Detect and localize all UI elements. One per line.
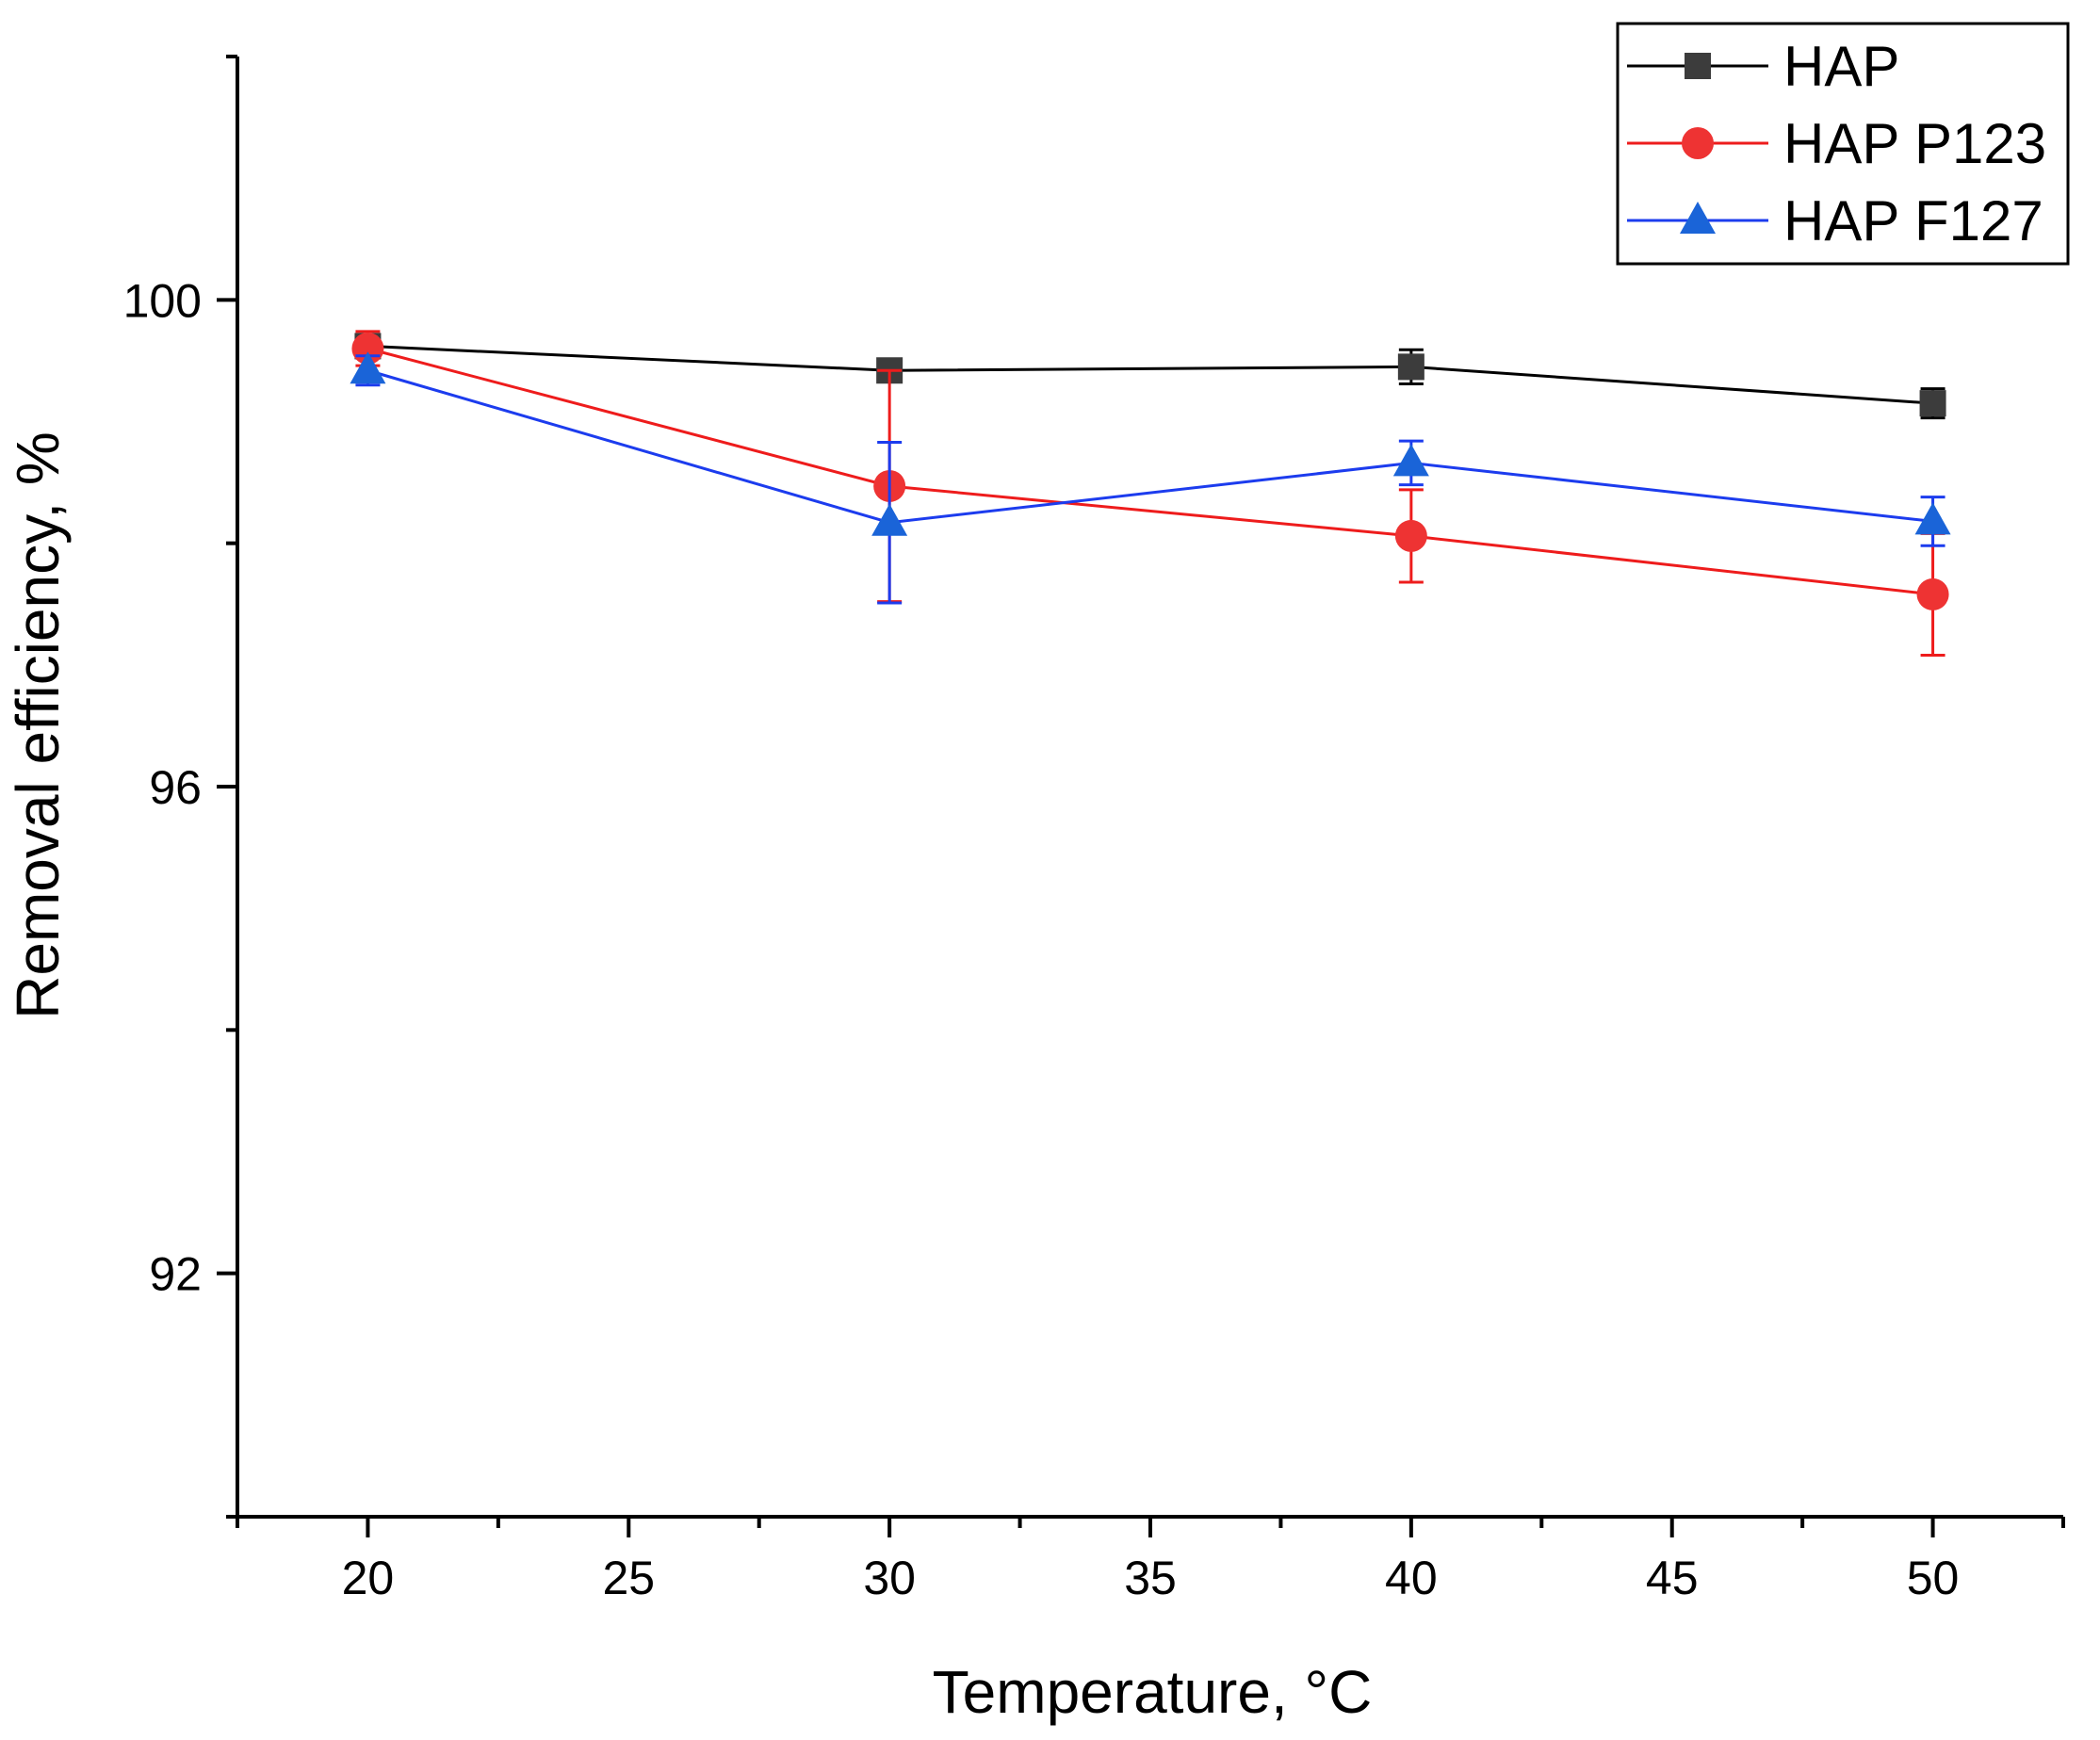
data-point-hap-f127 [1914, 502, 1951, 535]
legend-label-hap-f127: HAP F127 [1783, 189, 2043, 252]
legend-marker-hap [1685, 53, 1711, 79]
x-tick-label: 40 [1385, 1552, 1438, 1604]
y-tick-label: 100 [123, 274, 202, 327]
x-tick-label: 50 [1907, 1552, 1960, 1604]
x-axis-title: Temperature, °C [933, 1658, 1373, 1726]
series-line-hap-f127 [367, 368, 1933, 525]
series-line-hap-p123 [367, 347, 1933, 596]
data-point-hap [1919, 390, 1946, 417]
data-point-hap-f127 [1392, 444, 1429, 477]
legend: HAP HAP P123 HAP F127 [1616, 22, 2070, 266]
x-tick-label: 30 [863, 1552, 916, 1604]
y-tick-label: 92 [149, 1248, 202, 1301]
legend-label-hap: HAP [1783, 35, 1899, 98]
x-tick-label: 45 [1646, 1552, 1699, 1604]
data-point-hap-f127 [871, 503, 908, 536]
legend-marker-hap-p123 [1682, 127, 1714, 159]
series-line-hap [367, 344, 1933, 405]
x-tick-label: 20 [342, 1552, 395, 1604]
legend-marker-hap-f127 [1680, 202, 1716, 234]
series-hap-f127 [350, 351, 1951, 605]
data-point-hap [1397, 353, 1424, 381]
legend-label-hap-p123: HAP P123 [1783, 112, 2046, 175]
x-tick-label: 35 [1124, 1552, 1177, 1604]
plot-area: 20 25 30 35 40 45 50 92 96 100 [123, 55, 2065, 1604]
y-tick-label: 96 [149, 761, 202, 814]
data-point-hap-p123 [1394, 519, 1427, 552]
y-axis-title: Removal efficiency, % [4, 431, 72, 1019]
data-point-hap-f127 [350, 351, 386, 384]
x-tick-label: 25 [602, 1552, 655, 1604]
data-point-hap-p123 [1916, 577, 1949, 610]
